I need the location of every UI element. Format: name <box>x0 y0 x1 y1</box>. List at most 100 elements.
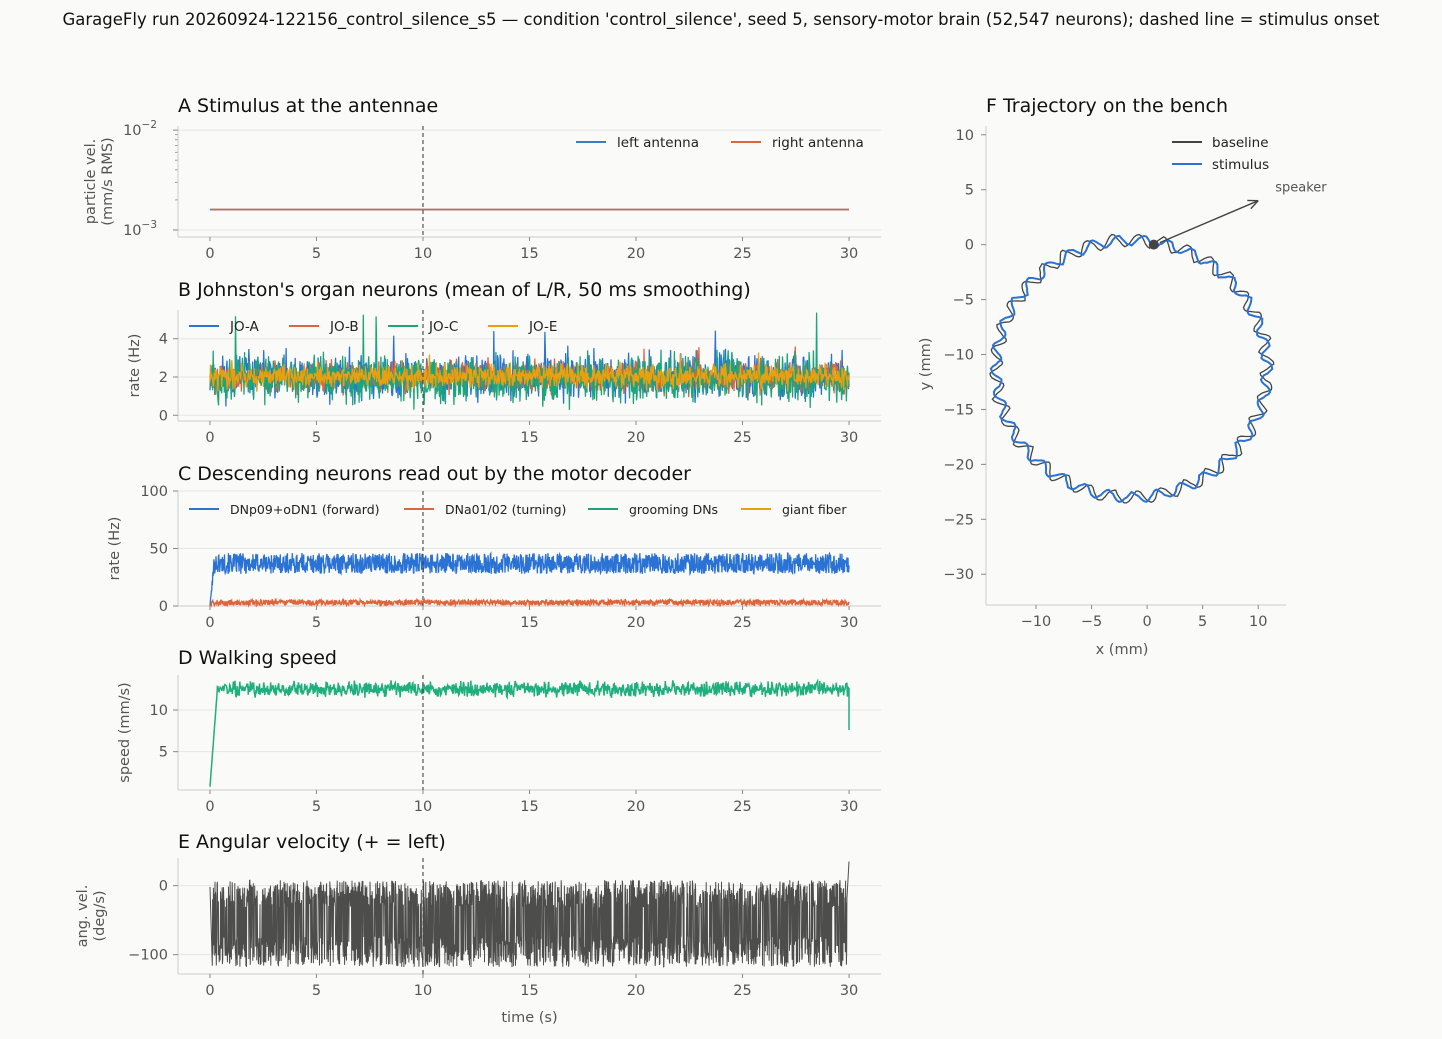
series-line-forward <box>209 551 850 607</box>
legend-item: JO-B <box>289 319 359 335</box>
legend-label: JO-A <box>229 319 260 335</box>
legend-label: right antenna <box>772 135 864 151</box>
x-tick-label: 20 <box>627 799 645 815</box>
y-tick-label: −25 <box>943 512 974 528</box>
trajectory-stimulus <box>989 234 1274 504</box>
y-tick-exponent: −2 <box>142 119 157 131</box>
x-tick-label: 30 <box>840 246 858 262</box>
y-tick-label: −15 <box>943 402 974 418</box>
y-tick-label: 0 <box>159 879 168 895</box>
x-axis-label: time (s) <box>501 1010 557 1026</box>
panel-title: F Trajectory on the bench <box>986 95 1228 117</box>
x-tick-label: −10 <box>1021 614 1052 630</box>
y-tick-label: 0 <box>965 238 974 254</box>
x-tick-label: 30 <box>840 799 858 815</box>
legend-item: grooming DNs <box>588 502 718 517</box>
x-axis-label: x (mm) <box>1096 642 1149 658</box>
y-tick-label: 0 <box>159 408 168 424</box>
trajectory-baseline <box>989 233 1275 504</box>
x-tick-label: 15 <box>520 615 538 631</box>
x-tick-label: 20 <box>627 615 645 631</box>
legend-label: left antenna <box>617 135 699 151</box>
y-tick-label: −100 <box>128 948 168 964</box>
y-tick-exponent: −3 <box>142 219 157 231</box>
legend-label: JO-C <box>428 319 458 335</box>
x-tick-label: 20 <box>627 430 645 446</box>
y-tick-label: 0 <box>159 599 168 615</box>
x-tick-label: 5 <box>1198 614 1207 630</box>
figure-title: GarageFly run 20260924-122156_control_si… <box>63 10 1381 30</box>
series-line-jo-e <box>209 352 850 392</box>
x-tick-label: 0 <box>205 246 214 262</box>
panel-title: E Angular velocity (+ = left) <box>178 831 446 853</box>
x-tick-label: 25 <box>733 615 751 631</box>
x-tick-label: 30 <box>840 983 858 999</box>
x-tick-label: 15 <box>520 799 538 815</box>
y-tick-label: 100 <box>140 484 168 500</box>
x-tick-label: 5 <box>312 430 321 446</box>
legend-item: JO-E <box>488 319 557 335</box>
y-tick-label: 4 <box>159 332 168 348</box>
y-tick-base: 10 <box>123 123 141 139</box>
x-tick-label: 25 <box>733 430 751 446</box>
y-tick-label: −30 <box>943 567 974 583</box>
speaker-arrowhead <box>1247 199 1259 210</box>
series-line-speed <box>209 678 850 787</box>
x-tick-label: 15 <box>520 246 538 262</box>
y-axis-label: (mm/s RMS) <box>100 137 116 225</box>
x-tick-label: 10 <box>414 430 432 446</box>
panel-b: B Johnston's organ neurons (mean of L/R,… <box>127 279 881 446</box>
x-tick-label: 10 <box>1249 614 1267 630</box>
y-tick-base: 10 <box>123 223 141 239</box>
panel-d: D Walking speed 0 5 10 15 20 25 30 5 10 speed (mm/… <box>117 647 881 815</box>
y-tick-label: 10 <box>150 703 168 719</box>
x-tick-label: 30 <box>840 615 858 631</box>
panel-a: A Stimulus at the antennae 0 5 10 15 20 25 30 10… <box>83 95 881 262</box>
legend-label: giant fiber <box>782 502 847 517</box>
x-tick-label: 5 <box>312 246 321 262</box>
start-marker <box>1148 239 1159 250</box>
panel-c: C Descending neurons read out by the mot… <box>107 463 881 631</box>
x-tick-label: 0 <box>205 615 214 631</box>
x-tick-label: 0 <box>205 430 214 446</box>
legend-item: JO-C <box>388 319 458 335</box>
series-line-angular-velocity <box>209 861 850 968</box>
legend-item: right antenna <box>731 135 864 151</box>
panel-title: D Walking speed <box>178 647 337 669</box>
y-tick-label: 5 <box>159 745 168 761</box>
legend-item: DNa01/02 (turning) <box>404 502 566 517</box>
x-tick-label: −5 <box>1081 614 1102 630</box>
y-tick-label: 10−3 <box>123 219 157 239</box>
x-tick-label: 10 <box>414 615 432 631</box>
y-tick-label: 50 <box>150 542 168 558</box>
x-tick-label: 10 <box>414 799 432 815</box>
x-tick-label: 0 <box>1142 614 1151 630</box>
x-tick-label: 20 <box>627 246 645 262</box>
legend-label: JO-E <box>528 319 557 335</box>
x-tick-label: 5 <box>312 615 321 631</box>
x-tick-label: 15 <box>520 430 538 446</box>
x-tick-label: 10 <box>414 246 432 262</box>
panel-e: E Angular velocity (+ = left) 0 5 10 15 20 25 3… <box>75 831 881 1026</box>
x-tick-label: 25 <box>733 246 751 262</box>
legend-label: DNp09+oDN1 (forward) <box>230 502 380 517</box>
y-tick-label: −20 <box>943 457 974 473</box>
y-tick-label: 10−2 <box>123 119 157 139</box>
x-tick-label: 5 <box>312 799 321 815</box>
y-axis-label: y (mm) <box>918 338 934 391</box>
panel-title: B Johnston's organ neurons (mean of L/R,… <box>178 279 751 301</box>
y-axis-label: particle vel. <box>83 139 99 224</box>
legend-item: JO-A <box>189 319 260 335</box>
series-line-jo-c <box>209 312 850 411</box>
legend-item: DNp09+oDN1 (forward) <box>189 502 380 517</box>
y-tick-label: 2 <box>159 370 168 386</box>
y-axis-label: ang. vel. <box>75 885 91 948</box>
y-tick-label: −10 <box>943 348 974 364</box>
panel-title: A Stimulus at the antennae <box>178 95 438 117</box>
x-tick-label: 5 <box>312 983 321 999</box>
x-tick-label: 0 <box>205 983 214 999</box>
legend-item: left antenna <box>576 135 699 151</box>
panel-f: F Trajectory on the bench −10 −5 0 5 10 10 5 0 −5… <box>918 95 1327 658</box>
x-tick-label: 25 <box>733 799 751 815</box>
legend-label: grooming DNs <box>629 502 718 517</box>
